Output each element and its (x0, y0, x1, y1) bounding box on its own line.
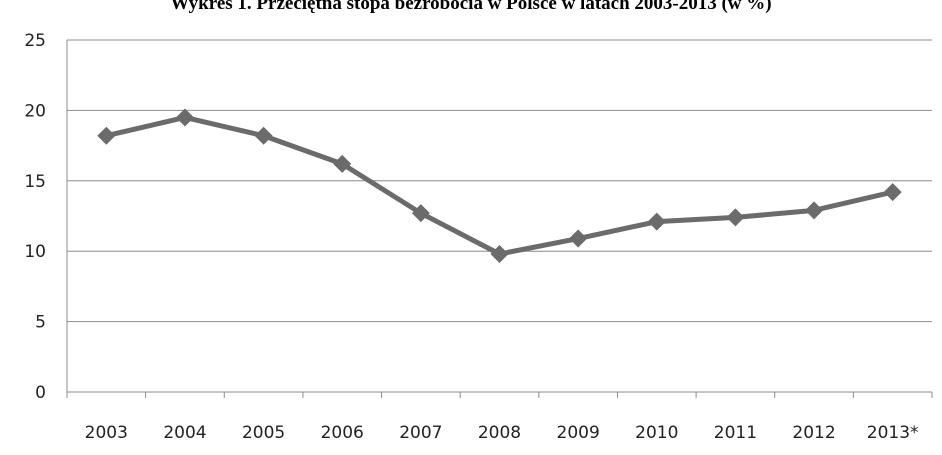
x-tick-label: 2009 (557, 423, 600, 443)
x-tick-label: 2006 (321, 423, 364, 443)
x-tick-label: 2012 (792, 423, 835, 443)
data-point (569, 229, 588, 248)
data-point (175, 108, 194, 127)
gridlines (67, 39, 932, 323)
x-tick-label: 2010 (635, 423, 678, 443)
data-point (333, 154, 352, 173)
data-point (805, 201, 824, 220)
data-point (726, 208, 745, 227)
x-tick-label: 2013* (867, 423, 919, 443)
y-tick-label: 0 (35, 383, 46, 403)
data-point (97, 126, 116, 145)
chart-title: Wykres 1. Przeciętna stopa bezrobocia w … (170, 0, 772, 14)
y-tick-label: 10 (24, 242, 46, 262)
y-tick-label: 25 (24, 31, 46, 51)
y-tick-label: 15 (24, 172, 46, 192)
x-tick-label: 2005 (242, 423, 285, 443)
data-point (254, 126, 273, 145)
x-tick-labels: 2003 2004 2005 2006 2007 2008 2009 2010 2011 2012… (85, 423, 919, 443)
y-tick-labels: 0 5 10 15 20 25 (24, 31, 46, 403)
x-tick-label: 2003 (85, 423, 128, 443)
x-tick-label: 2008 (478, 423, 521, 443)
data-point (883, 183, 902, 202)
x-tick-label: 2011 (714, 423, 757, 443)
x-tick-label: 2004 (163, 423, 206, 443)
series-layer (97, 108, 902, 264)
axes (66, 40, 933, 398)
y-tick-label: 5 (35, 313, 46, 333)
x-tick-label: 2007 (399, 423, 442, 443)
data-point (411, 204, 430, 223)
y-tick-label: 20 (24, 101, 46, 121)
data-point (490, 245, 509, 264)
series-line (103, 114, 896, 257)
data-point (647, 212, 666, 231)
